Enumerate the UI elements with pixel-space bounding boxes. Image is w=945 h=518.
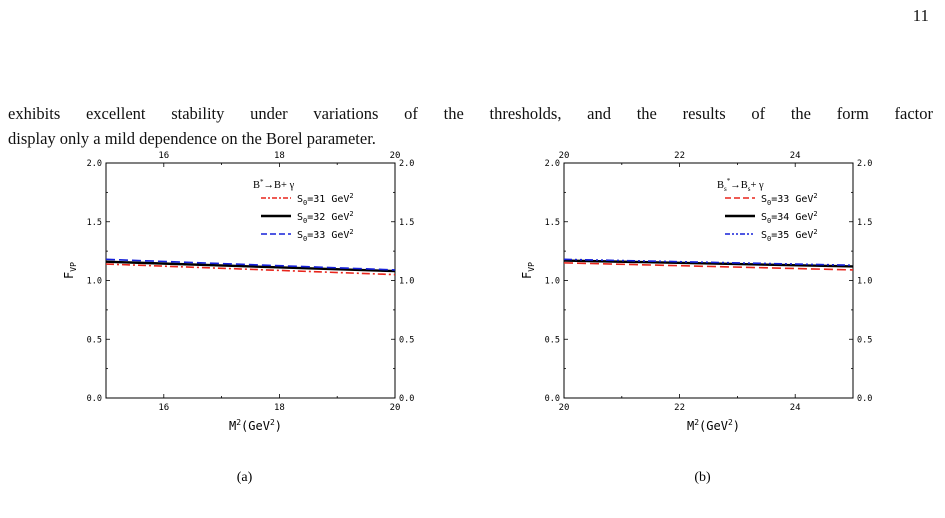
y-tick-label: 1.0 [545, 277, 560, 287]
legend: Bs*→Bs+ γS0=33 GeV2 S0=34 GeV2 S0=35 GeV2 [717, 177, 818, 243]
y-tick-label-right: 0.5 [857, 335, 872, 345]
x-tick-label: 20 [559, 403, 570, 413]
y-tick-label: 0.5 [87, 335, 102, 345]
series-line-1 [105, 263, 396, 276]
y-tick-label-right: 1.5 [857, 218, 872, 228]
y-tick-label: 2.0 [87, 159, 102, 169]
x-tick-label-top: 20 [559, 151, 570, 161]
legend-label-2: S0=32 GeV2 [297, 210, 354, 225]
x-tick-label-top: 16 [158, 151, 169, 161]
y-axis-label: FVP [62, 262, 78, 279]
paragraph-line-2: display only a mild dependence on the Bo… [8, 129, 376, 148]
y-tick-label-right: 0.0 [399, 394, 414, 404]
panel-caption: (a) [237, 470, 253, 485]
y-tick-label: 0.0 [87, 394, 102, 404]
legend-label-3: S0=33 GeV2 [297, 228, 354, 243]
series-line-3 [105, 258, 396, 271]
x-tick-label: 24 [790, 403, 801, 413]
y-tick-label: 2.0 [545, 159, 560, 169]
y-tick-label-right: 0.5 [399, 335, 414, 345]
y-tick-label: 0.0 [545, 394, 560, 404]
y-tick-label-right: 1.5 [399, 218, 414, 228]
x-tick-label: 22 [674, 403, 685, 413]
y-tick-label: 1.5 [545, 218, 560, 228]
y-tick-label-right: 1.0 [857, 277, 872, 287]
page-number: 11 [912, 6, 929, 25]
series-line-3 [563, 258, 854, 267]
legend: B*→B+ γS0=31 GeV2 S0=32 GeV2 S0=33 GeV2 [253, 178, 354, 243]
y-tick-label-right: 1.0 [399, 277, 414, 287]
y-tick-label-right: 0.0 [857, 394, 872, 404]
legend-label-1: S0=33 GeV2 [761, 192, 818, 207]
x-tick-label-top: 22 [674, 151, 685, 161]
body-paragraph: exhibits excellent stability under varia… [8, 101, 933, 151]
series-line-1 [563, 262, 854, 271]
x-tick-label: 20 [390, 403, 401, 413]
chart-panel-b: 20 20 22 22 24 24 0.0 0.0 0.5 0.5 1.0 1.0 1.5 1.5 2.0 2… [520, 151, 872, 485]
x-tick-label: 18 [274, 403, 285, 413]
x-axis-label: M2(GeV2) [687, 418, 740, 433]
x-tick-label: 16 [158, 403, 169, 413]
y-tick-label: 0.5 [545, 335, 560, 345]
series-line-2 [105, 260, 396, 273]
x-tick-label-top: 20 [390, 151, 401, 161]
legend-title: Bs*→Bs+ γ [717, 177, 764, 193]
legend-label-3: S0=35 GeV2 [761, 228, 818, 243]
x-tick-label-top: 18 [274, 151, 285, 161]
panel-caption: (b) [694, 470, 711, 485]
legend-label-2: S0=34 GeV2 [761, 210, 818, 225]
x-axis-label: M2(GeV2) [229, 418, 282, 433]
y-tick-label-right: 2.0 [399, 159, 414, 169]
paragraph-line-1: exhibits excellent stability under varia… [8, 104, 933, 123]
y-tick-label-right: 2.0 [857, 159, 872, 169]
x-tick-label-top: 24 [790, 151, 801, 161]
legend-label-1: S0=31 GeV2 [297, 192, 354, 207]
legend-title: B*→B+ γ [253, 178, 295, 191]
y-tick-label: 1.5 [87, 218, 102, 228]
series-line-2 [563, 259, 854, 268]
y-tick-label: 1.0 [87, 277, 102, 287]
y-axis-label: FVP [520, 262, 536, 279]
